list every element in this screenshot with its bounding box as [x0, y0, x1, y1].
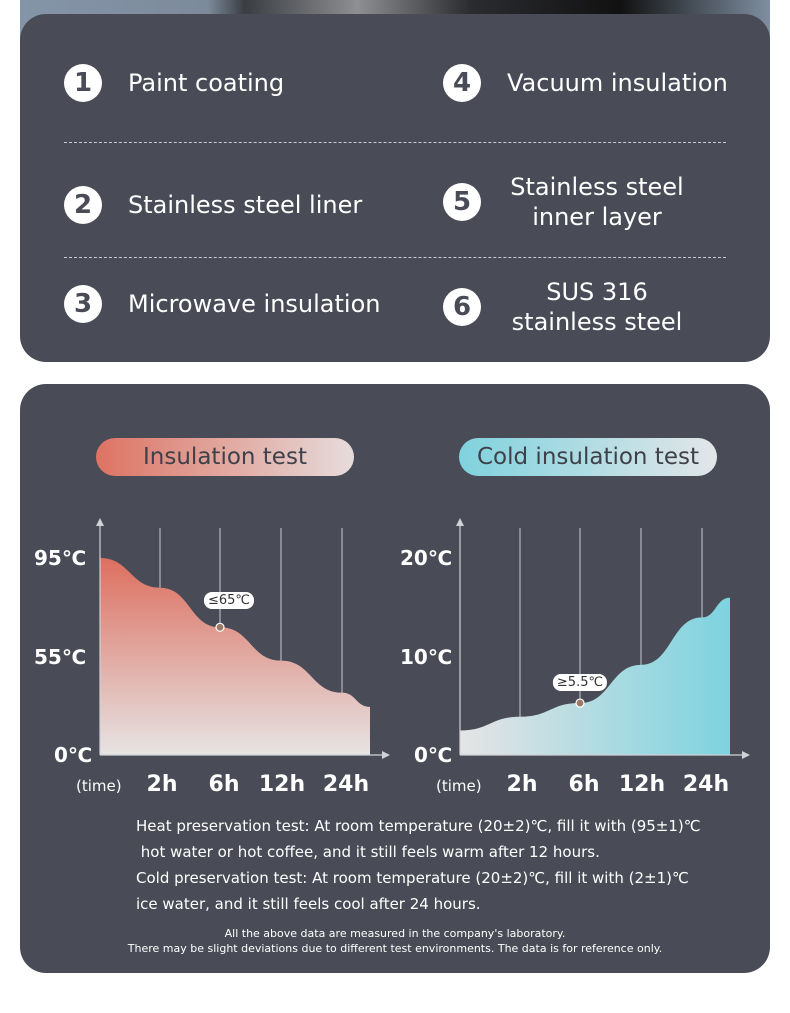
feature-item: 6 SUS 316 stainless steel: [443, 277, 687, 337]
number-badge: 6: [443, 288, 481, 326]
data-area: [460, 597, 730, 755]
annotation-label: ≥5.5℃: [552, 674, 608, 691]
number-badge: 3: [64, 285, 102, 323]
features-card: 1 Paint coating 4 Vacuum insulation 2 Stain…: [20, 14, 770, 362]
heat-test-title: Insulation test: [96, 438, 354, 476]
tests-card: Insulation test Cold insulation test 95℃…: [20, 384, 770, 973]
x-tick-label: 2h: [146, 772, 178, 797]
x-axis-arrow-icon: [382, 751, 390, 759]
cold-chart: 20℃ 10℃ 0℃ (time) 2h 6h 12h 24h ≥5.5℃: [400, 510, 760, 810]
heat-chart: 95℃ 55℃ 0℃ (time) 2h 6h 12h 24h ≤65℃: [34, 510, 400, 810]
number-badge: 5: [443, 183, 481, 221]
y-tick-label: 0℃: [54, 743, 93, 767]
feature-label: Paint coating: [128, 69, 285, 97]
x-tick-label: 12h: [618, 772, 666, 797]
data-area: [100, 558, 370, 755]
feature-label: Vacuum insulation: [507, 69, 728, 97]
disclaimer-line: There may be slight deviations due to di…: [127, 942, 663, 955]
feature-item: 1 Paint coating: [64, 64, 284, 102]
x-axis-arrow-icon: [742, 751, 750, 759]
y-tick-label: 0℃: [414, 743, 453, 767]
disclaimer-line: All the above data are measured in the c…: [224, 927, 566, 940]
annotation-label: ≤65℃: [203, 592, 255, 609]
cold-chart-svg: [456, 518, 750, 759]
note-line: ice water, and it still feels cool after…: [136, 895, 481, 913]
feature-label: SUS 316: [546, 278, 648, 306]
x-tick-label: 24h: [322, 772, 370, 797]
number-badge: 1: [64, 64, 102, 102]
feature-item: 5 Stainless steel inner layer: [443, 172, 687, 232]
note-line: Cold preservation test: At room temperat…: [136, 869, 689, 887]
feature-item: 3 Microwave insulation: [64, 285, 380, 323]
x-tick-label: 2h: [506, 772, 538, 797]
feature-label: Stainless steel liner: [128, 191, 363, 219]
annotation-point: [575, 698, 585, 708]
x-tick-label: 6h: [208, 772, 240, 797]
x-tick-label: 6h: [568, 772, 600, 797]
y-axis-arrow-icon: [96, 518, 104, 526]
y-tick-label: 10℃: [400, 645, 453, 669]
x-axis-label: (time): [436, 777, 482, 795]
feature-label-line2: stainless steel: [511, 308, 683, 336]
annotation-point: [215, 622, 225, 632]
x-axis-label: (time): [76, 777, 122, 795]
y-tick-label: 55℃: [34, 645, 87, 669]
note-line: Heat preservation test: At room temperat…: [136, 817, 701, 835]
feature-label: Microwave insulation: [128, 290, 381, 318]
x-tick-label: 12h: [258, 772, 306, 797]
x-tick-label: 24h: [682, 772, 730, 797]
number-badge: 4: [443, 64, 481, 102]
feature-item: 4 Vacuum insulation: [443, 64, 728, 102]
y-axis-arrow-icon: [456, 518, 464, 526]
divider: [64, 257, 726, 258]
y-tick-label: 95℃: [34, 546, 87, 570]
y-tick-label: 20℃: [400, 546, 453, 570]
feature-label-line2: inner layer: [532, 203, 662, 231]
divider: [64, 142, 726, 143]
feature-item: 2 Stainless steel liner: [64, 186, 362, 224]
note-line: hot water or hot coffee, and it still fe…: [136, 843, 600, 861]
heat-chart-svg: [96, 518, 390, 759]
number-badge: 2: [64, 186, 102, 224]
cold-test-title: Cold insulation test: [459, 438, 717, 476]
feature-label: Stainless steel: [510, 173, 684, 201]
